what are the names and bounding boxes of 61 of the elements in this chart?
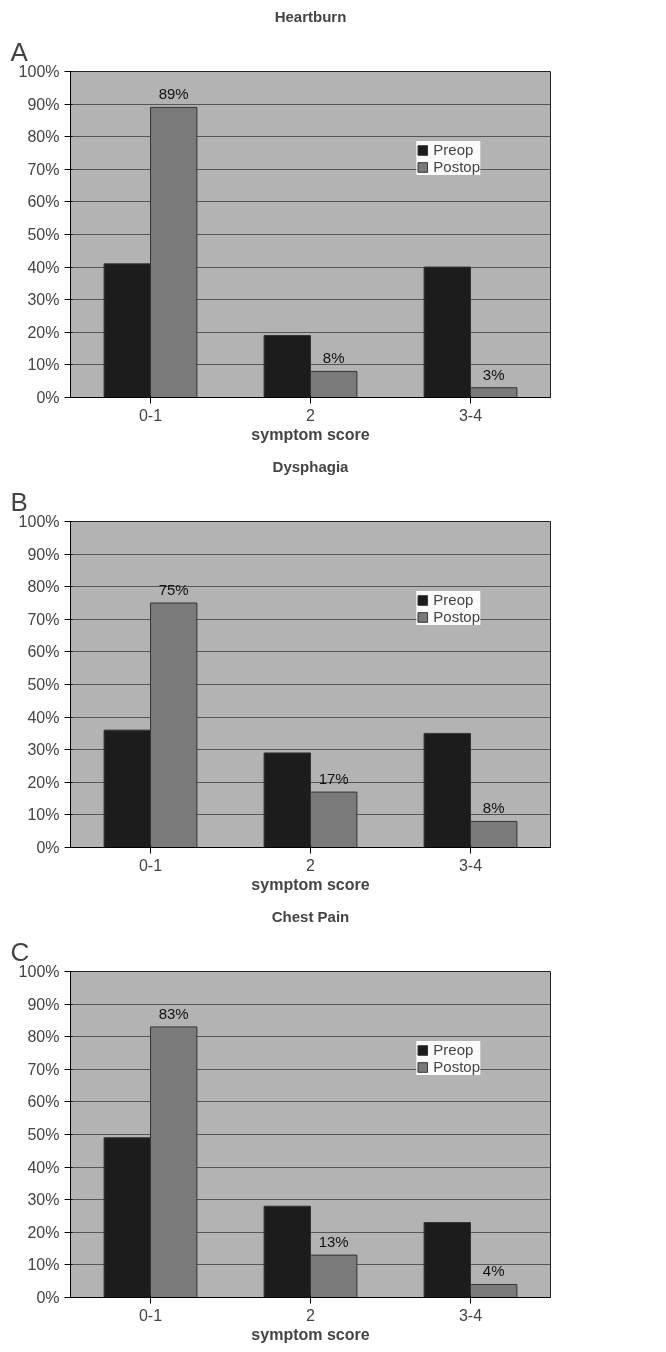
legend-label: Preop <box>433 1041 474 1058</box>
y-tick-label: 50% <box>27 226 60 243</box>
y-tick-label: 20% <box>27 1223 60 1241</box>
y-tick-label: 0% <box>36 839 60 856</box>
y-tick-label: 50% <box>27 1126 60 1143</box>
legend-label: Postop <box>433 158 480 175</box>
legend-label: Postop <box>433 1058 480 1075</box>
y-tick-label: 30% <box>27 741 60 759</box>
y-tick-label: 90% <box>27 545 60 563</box>
y-tick-label: 10% <box>27 806 60 824</box>
y-tick-label: 70% <box>27 160 60 178</box>
x-tick-label: 2 <box>306 1306 316 1324</box>
x-tick-label: 0-1 <box>138 406 163 424</box>
y-tick-label: 10% <box>27 1256 60 1274</box>
x-tick-label: 0-1 <box>138 856 163 874</box>
data-label: 4% <box>482 1262 505 1280</box>
y-tick-label: 100% <box>18 963 60 980</box>
x-tick-label: 3-4 <box>458 406 483 424</box>
chart-title: Dysphagia <box>272 457 350 475</box>
y-tick-label: 20% <box>27 323 60 341</box>
x-tick-label: 3-4 <box>458 1306 483 1324</box>
y-tick-label: 80% <box>27 578 60 596</box>
x-axis-title: symptom score <box>251 1325 370 1343</box>
x-tick-label: 3-4 <box>458 856 483 874</box>
x-axis-title: symptom score <box>251 425 370 443</box>
y-tick-label: 70% <box>27 610 60 628</box>
data-label: 8% <box>322 349 345 367</box>
y-tick-label: 100% <box>18 513 60 530</box>
y-tick-label: 50% <box>27 676 60 693</box>
data-label: 13% <box>318 1233 349 1251</box>
legend-label: Postop <box>433 608 480 625</box>
data-label: 83% <box>158 1004 189 1022</box>
y-tick-label: 20% <box>27 773 60 791</box>
y-tick-label: 40% <box>27 258 60 276</box>
y-tick-label: 30% <box>27 1191 60 1209</box>
y-tick-label: 90% <box>27 995 60 1013</box>
x-tick-label: 2 <box>306 406 316 424</box>
legend-label: Preop <box>433 141 474 158</box>
data-label: 89% <box>158 85 189 103</box>
y-tick-label: 10% <box>27 356 60 374</box>
y-tick-label: 60% <box>27 193 60 211</box>
chart-title: Heartburn <box>274 7 347 25</box>
y-tick-label: 80% <box>27 128 60 146</box>
y-tick-label: 70% <box>27 1060 60 1078</box>
y-tick-label: 90% <box>27 95 60 113</box>
y-tick-label: 40% <box>27 708 60 726</box>
y-tick-label: 0% <box>36 1289 60 1306</box>
data-label: 3% <box>482 365 505 383</box>
y-tick-label: 0% <box>36 389 60 406</box>
y-tick-label: 30% <box>27 291 60 309</box>
x-axis-title: symptom score <box>251 875 370 893</box>
x-tick-label: 2 <box>306 856 316 874</box>
y-tick-label: 100% <box>18 63 60 80</box>
x-tick-label: 0-1 <box>138 1306 163 1324</box>
y-tick-label: 80% <box>27 1028 60 1046</box>
y-tick-label: 40% <box>27 1158 60 1176</box>
chart-title: Chest Pain <box>271 907 350 925</box>
data-label: 8% <box>482 799 505 817</box>
y-tick-label: 60% <box>27 1093 60 1111</box>
legend-label: Preop <box>433 591 474 608</box>
y-tick-label: 60% <box>27 643 60 661</box>
